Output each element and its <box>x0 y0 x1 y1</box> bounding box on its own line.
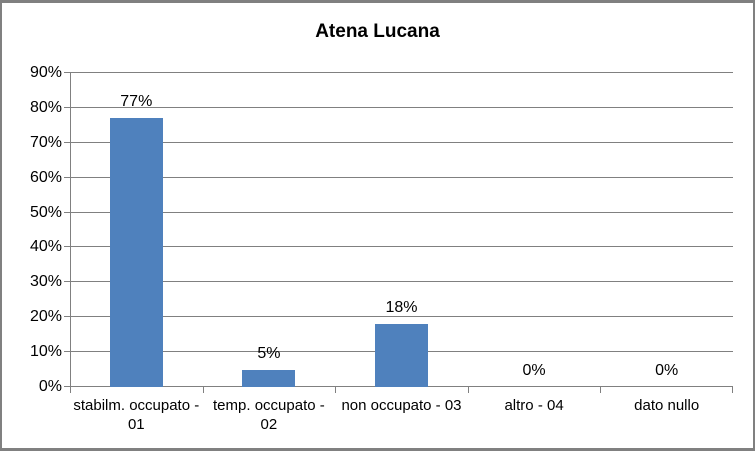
x-axis-tick <box>732 387 733 393</box>
gridline <box>70 211 733 213</box>
y-tick-label: 60% <box>29 168 62 186</box>
x-category-label: stabilm. occupato - 01 <box>73 397 200 433</box>
y-axis-tick <box>64 211 70 213</box>
x-category-label: non occupato - 03 <box>341 397 462 414</box>
bar <box>242 369 296 387</box>
y-tick-label: 90% <box>29 64 62 81</box>
y-tick-label: 70% <box>29 133 62 151</box>
y-axis-tick <box>64 351 70 353</box>
bar-slot: 77% <box>70 73 203 387</box>
x-axis-tick <box>70 387 71 393</box>
gridline <box>70 176 733 178</box>
gridline <box>70 316 733 318</box>
bar-value-label: 0% <box>655 362 679 379</box>
y-tick-label: 10% <box>29 343 62 361</box>
y-tick-label: 50% <box>29 203 62 221</box>
chart-title: Atena Lucana <box>315 21 440 42</box>
bar-value-label: 0% <box>522 362 546 379</box>
x-axis-tick <box>600 387 602 393</box>
gridline <box>70 72 733 73</box>
bar <box>374 324 428 387</box>
x-axis-tick <box>335 387 337 393</box>
x-axis-tick <box>202 387 204 393</box>
bar-slot: 0% <box>468 73 601 387</box>
y-tick-label: 80% <box>29 98 62 116</box>
bar-slot: 0% <box>600 73 733 387</box>
y-axis-tick <box>64 141 70 143</box>
gridline <box>70 141 733 143</box>
y-tick-label: 0% <box>38 378 62 395</box>
bar-value-label: 5% <box>257 344 281 362</box>
gridline <box>70 246 733 248</box>
plot-area: 77% 5% 18% 0% 0% <box>64 72 733 393</box>
bar-value-label: 18% <box>385 299 418 317</box>
y-axis-tick <box>64 176 70 178</box>
x-axis-tick <box>467 387 469 393</box>
y-tick-label: 40% <box>29 238 62 256</box>
y-axis-labels: 0% 10% 20% 30% 40% 50% 60% 70% 80% 90% <box>2 64 62 395</box>
bar-slot: 18% <box>335 73 468 387</box>
x-axis-labels: stabilm. occupato - 01 temp. occupato - 0… <box>70 397 733 435</box>
gridline <box>70 281 733 283</box>
bar <box>109 118 163 387</box>
bar-value-label: 77% <box>120 93 153 111</box>
y-tick-label: 30% <box>29 273 62 291</box>
y-axis-tick <box>64 316 70 318</box>
y-axis-tick <box>64 106 70 108</box>
y-axis-tick <box>64 246 70 248</box>
gridline <box>70 106 733 108</box>
bar-slot: 5% <box>203 73 336 387</box>
y-axis-line <box>70 73 71 393</box>
y-axis-tick <box>64 72 70 73</box>
y-axis-tick <box>64 281 70 283</box>
y-axis-tick <box>64 386 70 387</box>
y-tick-label: 20% <box>29 308 62 326</box>
x-category-label: altro - 04 <box>504 397 564 414</box>
x-category-label: temp. occupato - 02 <box>213 397 325 433</box>
x-category-label: dato nullo <box>634 397 700 414</box>
